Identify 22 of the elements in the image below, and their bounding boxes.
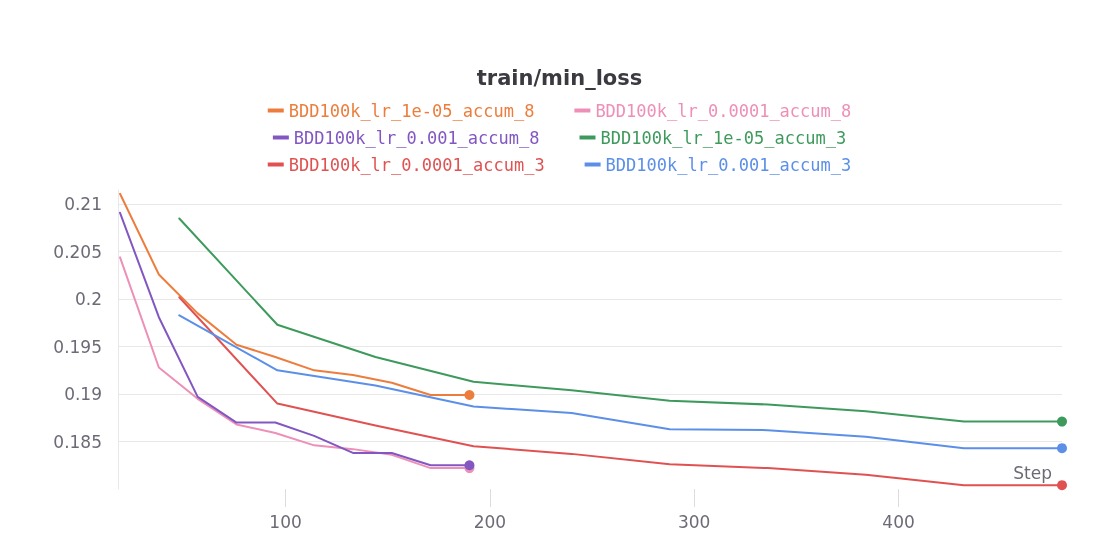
legend-label: BDD100k_lr_0.0001_accum_8 — [595, 100, 852, 121]
legend-label: BDD100k_lr_0.001_accum_8 — [293, 127, 540, 148]
point — [1057, 480, 1067, 491]
point — [1057, 416, 1067, 427]
y-tick-label: 0.205 — [53, 241, 102, 262]
x-tick-label: 200 — [473, 511, 507, 532]
legend-label: BDD100k_lr_0.001_accum_3 — [605, 154, 852, 175]
legend-label: BDD100k_lr_1e-05_accum_3 — [600, 127, 847, 148]
chart-title: train/min_loss — [476, 65, 643, 90]
y-tick-label: 0.21 — [64, 194, 102, 215]
legend-label: BDD100k_lr_1e-05_accum_8 — [288, 100, 535, 121]
x-tick-label: 300 — [677, 511, 711, 532]
x-axis-title: Step — [1013, 462, 1052, 483]
x-tick-label: 100 — [269, 511, 302, 532]
y-tick-label: 0.2 — [74, 289, 102, 310]
point — [1057, 443, 1067, 454]
y-tick-label: 0.185 — [53, 431, 102, 452]
legend-label: BDD100k_lr_0.0001_accum_3 — [288, 154, 545, 175]
x-tick-label: 400 — [882, 511, 915, 532]
point — [464, 390, 475, 401]
y-tick-label: 0.19 — [64, 384, 102, 405]
y-tick-label: 0.195 — [53, 336, 102, 357]
